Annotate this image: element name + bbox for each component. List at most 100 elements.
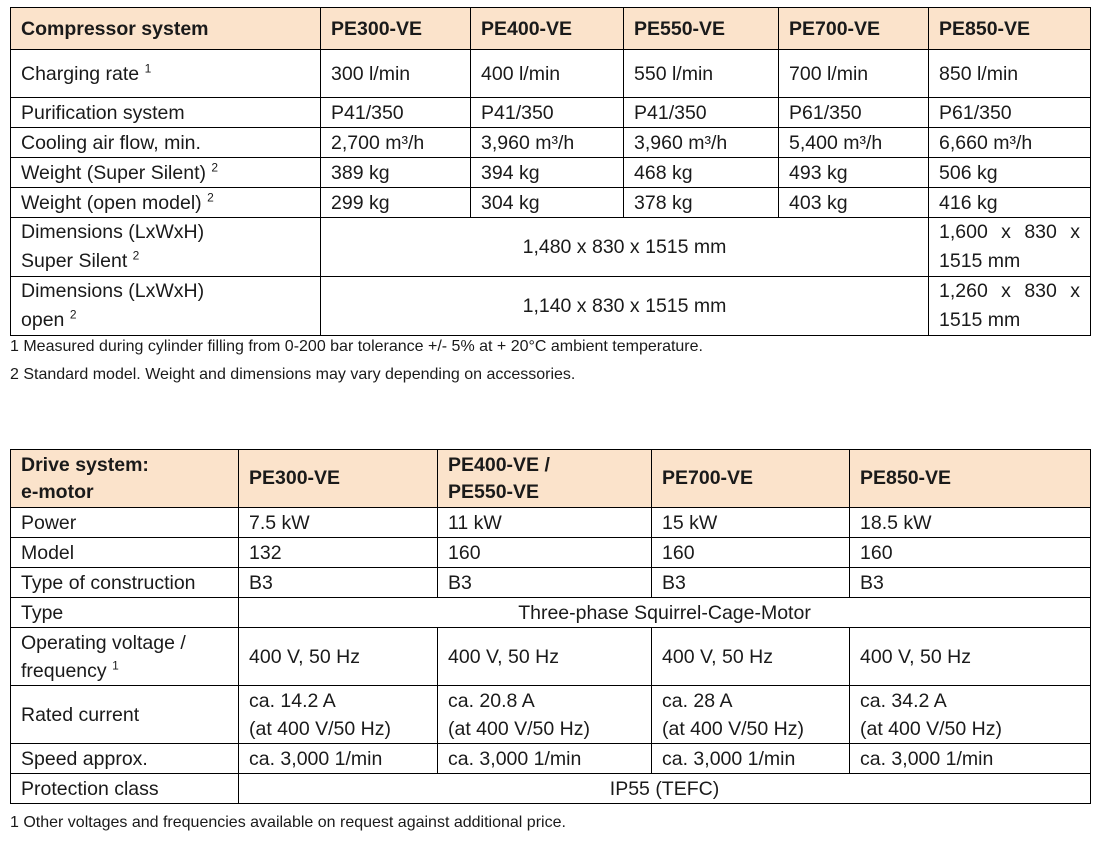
- table-row: Protection class IP55 (TEFC): [10, 773, 1091, 804]
- merged-cell: 1,140 x 830 x 1515 mm: [320, 276, 929, 336]
- footnote-ref: 2: [132, 248, 140, 263]
- row-label-cooling: Cooling air flow, min.: [10, 127, 321, 158]
- table-cell: 1,600 x 830 x 1515 mm: [928, 217, 1091, 277]
- footnote-ref: 1: [144, 61, 152, 75]
- table-row: Type of construction B3 B3 B3 B3: [10, 567, 1091, 598]
- model-header-pe300: PE300-VE: [320, 7, 471, 50]
- table-cell: 400 l/min: [470, 49, 624, 98]
- row-label-text: Dimensions (LxWxH): [21, 221, 205, 243]
- table-row: Weight (open model) 2 299 kg 304 kg 378 …: [10, 187, 1091, 218]
- table-row: Type Three-phase Squirrel-Cage-Motor: [10, 597, 1091, 628]
- table-cell: 400 V, 50 Hz: [238, 627, 438, 686]
- table-cell: 18.5 kW: [849, 507, 1091, 538]
- table-cell: ca. 28 A (at 400 V/50 Hz): [651, 685, 850, 744]
- table-row: Cooling air flow, min. 2,700 m³/h 3,960 …: [10, 127, 1091, 158]
- compressor-spec-table: Compressor system PE300-VE PE400-VE PE55…: [10, 7, 1091, 336]
- row-label-type: Type: [10, 597, 239, 628]
- footnote-ref: 2: [69, 307, 77, 322]
- footnote-ref: 2: [207, 190, 214, 204]
- footnote-drive-1: 1 Other voltages and frequencies availab…: [10, 814, 566, 831]
- model-header-pe850: PE850-VE: [928, 7, 1091, 50]
- row-label-speed: Speed approx.: [10, 743, 239, 774]
- row-label-text: Operating voltage /: [21, 631, 186, 654]
- current-value: ca. 34.2 A: [860, 689, 947, 712]
- row-label-purification: Purification system: [10, 97, 321, 128]
- table-cell: ca. 14.2 A (at 400 V/50 Hz): [238, 685, 438, 744]
- current-value: ca. 14.2 A: [249, 689, 336, 712]
- current-condition: (at 400 V/50 Hz): [860, 717, 1002, 740]
- table-cell: 160: [651, 537, 850, 568]
- drive-header-label-line2: e-motor: [21, 480, 94, 503]
- table-cell: 506 kg: [928, 157, 1091, 188]
- table-cell: 403 kg: [778, 187, 929, 218]
- table-cell: 400 V, 50 Hz: [651, 627, 850, 686]
- table-cell: 394 kg: [470, 157, 624, 188]
- current-condition: (at 400 V/50 Hz): [662, 717, 804, 740]
- current-value: ca. 20.8 A: [448, 689, 535, 712]
- row-label-text: Charging rate: [21, 62, 140, 85]
- table-cell: P41/350: [623, 97, 779, 128]
- table-cell: 1,260 x 830 x 1515 mm: [928, 276, 1091, 336]
- row-label-weight-silent: Weight (Super Silent) 2: [10, 157, 321, 188]
- compressor-header-row: Compressor system PE300-VE PE400-VE PE55…: [10, 7, 1091, 50]
- row-label-protection: Protection class: [10, 773, 239, 804]
- table-cell: 378 kg: [623, 187, 779, 218]
- table-cell: 132: [238, 537, 438, 568]
- footnote-1: 1 Measured during cylinder filling from …: [10, 338, 703, 355]
- table-cell: 550 l/min: [623, 49, 779, 98]
- table-cell: ca. 34.2 A (at 400 V/50 Hz): [849, 685, 1091, 744]
- table-cell: P61/350: [928, 97, 1091, 128]
- table-row: Weight (Super Silent) 2 389 kg 394 kg 46…: [10, 157, 1091, 188]
- row-label-power: Power: [10, 507, 239, 538]
- table-cell: 493 kg: [778, 157, 929, 188]
- drive-spec-table: Drive system: e-motor PE300-VE PE400-VE /…: [10, 449, 1091, 804]
- table-cell: ca. 3,000 1/min: [651, 743, 850, 774]
- table-cell: P61/350: [778, 97, 929, 128]
- footnote-2: 2 Standard model. Weight and dimensions …: [10, 366, 576, 383]
- row-label-text: Dimensions (LxWxH): [21, 280, 205, 302]
- table-cell: 15 kW: [651, 507, 850, 538]
- footnote-ref: 2: [211, 160, 219, 174]
- table-cell: 416 kg: [928, 187, 1091, 218]
- current-condition: (at 400 V/50 Hz): [249, 717, 391, 740]
- row-label-current: Rated current: [10, 685, 239, 744]
- row-label-text: Weight (Super Silent): [21, 161, 206, 184]
- table-row: Operating voltage / frequency 1 400 V, 50…: [10, 627, 1091, 686]
- model-header-pe700: PE700-VE: [778, 7, 929, 50]
- model-header-pe400: PE400-VE: [470, 7, 624, 50]
- row-label-text: Weight (open model): [21, 191, 202, 214]
- merged-cell: 1,480 x 830 x 1515 mm: [320, 217, 929, 277]
- table-cell: 5,400 m³/h: [778, 127, 929, 158]
- table-row: Charging rate 1 300 l/min 400 l/min 550 …: [10, 49, 1091, 98]
- table-cell: 299 kg: [320, 187, 471, 218]
- drive-header-row: Drive system: e-motor PE300-VE PE400-VE /…: [10, 449, 1091, 508]
- merged-cell: Three-phase Squirrel-Cage-Motor: [238, 597, 1091, 628]
- table-cell: 300 l/min: [320, 49, 471, 98]
- table-row: Model 132 160 160 160: [10, 537, 1091, 568]
- row-label-text: frequency: [21, 659, 107, 682]
- model-header-pe300: PE300-VE: [238, 449, 438, 508]
- row-label-model: Model: [10, 537, 239, 568]
- row-label-charging-rate: Charging rate 1: [10, 49, 321, 98]
- merged-cell: IP55 (TEFC): [238, 773, 1091, 804]
- drive-header-label: Drive system: e-motor: [10, 449, 239, 508]
- table-cell: 304 kg: [470, 187, 624, 218]
- table-cell: 3,960 m³/h: [470, 127, 624, 158]
- row-label-voltage: Operating voltage / frequency 1: [10, 627, 239, 686]
- model-header-line2: PE550-VE: [448, 480, 540, 503]
- table-cell: 7.5 kW: [238, 507, 438, 538]
- table-cell: 3,960 m³/h: [623, 127, 779, 158]
- table-cell: B3: [651, 567, 850, 598]
- table-row: Rated current ca. 14.2 A (at 400 V/50 Hz)…: [10, 685, 1091, 744]
- table-cell: B3: [437, 567, 652, 598]
- table-cell: ca. 3,000 1/min: [849, 743, 1091, 774]
- model-header-pe550: PE550-VE: [623, 7, 779, 50]
- table-row: Speed approx. ca. 3,000 1/min ca. 3,000 …: [10, 743, 1091, 774]
- table-row: Dimensions (LxWxH) open 2 1,140 x 830 x 1…: [10, 276, 1091, 336]
- drive-header-label-line1: Drive system:: [21, 453, 149, 476]
- table-cell: ca. 20.8 A (at 400 V/50 Hz): [437, 685, 652, 744]
- table-cell: ca. 3,000 1/min: [238, 743, 438, 774]
- table-cell: B3: [849, 567, 1091, 598]
- table-cell: 160: [849, 537, 1091, 568]
- row-label-construction: Type of construction: [10, 567, 239, 598]
